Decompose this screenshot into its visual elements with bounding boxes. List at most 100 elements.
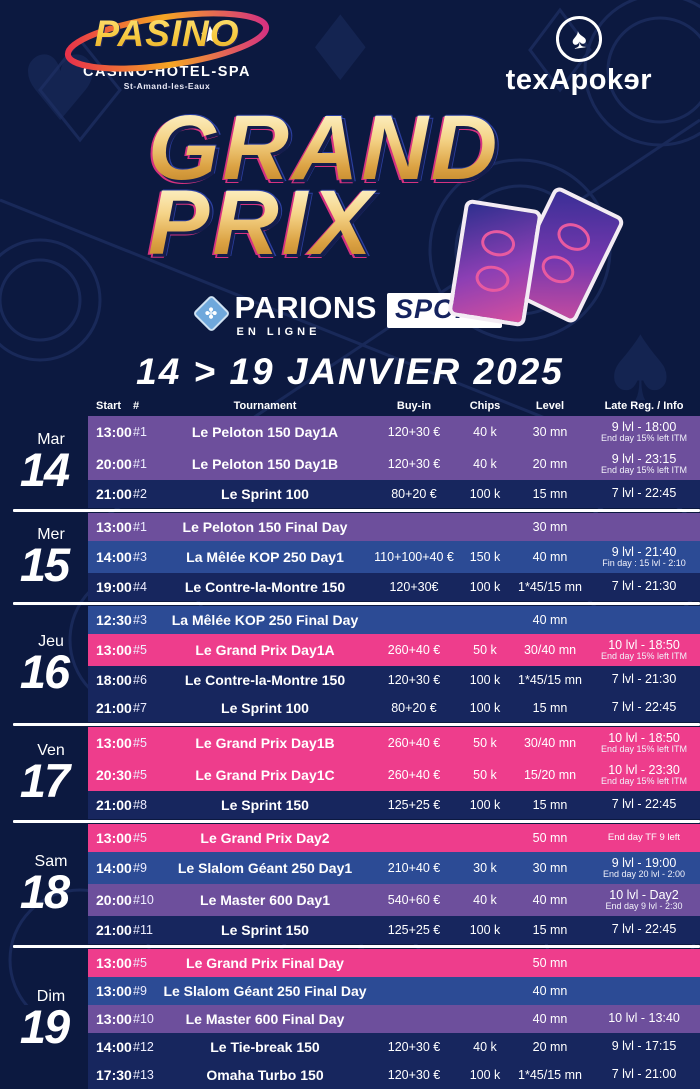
buyin: 110+100+40 € [374,550,454,564]
level: 50 mn [532,831,568,845]
day-rows: 13:00 #5 Le Grand Prix Final Day 50 mn 13:00… [88,949,700,1089]
late-reg-info: 7 lvl - 21:00 [588,1068,700,1081]
day-number: 19 [19,999,70,1053]
late-reg-info: 10 lvl - 23:30 End day 15% left ITM [588,764,700,787]
day-rows: 13:00 #5 Le Grand Prix Day1B 260+40 €50 k 30… [88,727,700,819]
level: 1*45/15 mn [518,580,582,594]
event-number: #2 [133,487,147,501]
tournament-name: La Mêlée KOP 250 Final Day [171,612,359,628]
chips: 100 k [469,673,501,687]
day-block: Mer 15 13:00 #1 Le Peloton 150 Final Day 30 m… [0,513,700,601]
level: 40 mn [532,893,568,907]
day-number: 17 [19,753,70,807]
late-reg-sub: End day 9 lvl - 2:30 [605,900,683,911]
texapoker-name: texApokɘr [505,64,652,96]
title-block: GRAND PRIX [0,102,700,328]
event-number: #10 [133,893,154,907]
table-row: 14:00 #12 Le Tie-break 150 120+30 € 40 k 20 m… [88,1033,700,1061]
event-number: #5 [133,768,147,782]
late-reg-main: 7 lvl - 22:45 [611,487,677,501]
pasino-city: St-Amand-les-Eaux [123,81,211,91]
tournament-name: Le Peloton 150 Final Day [182,519,348,535]
playing-cards-graphic [438,184,626,340]
col-header-latereg: Late Reg. / Info [604,400,684,412]
late-reg-info: 9 lvl - 17:15 [588,1040,700,1053]
chips: 30 k [473,861,497,875]
table-row: 21:00 #11 Le Sprint 150 125+25 € 100 k 15 mn 7… [88,916,700,944]
table-row: 21:00 #8 Le Sprint 150 125+25 € 100 k 15 mn 7 … [88,791,700,819]
event-number: #10 [133,1012,154,1026]
event-number: #5 [133,643,147,657]
event-number: #4 [133,580,147,594]
tournament-name: Le Master 600 Final Day [185,1011,345,1027]
tournament-name: Le Contre-la-Montre 150 [184,579,346,595]
late-reg-info: 10 lvl - 13:40 [588,1012,700,1025]
spade-icon: ♠ [552,13,605,65]
level: 40 mn [532,550,568,564]
buyin: 120+30 € [387,1040,441,1054]
start-time: 20:30 [96,767,132,783]
tournament-name: Le Grand Prix Day1B [195,735,335,751]
start-time: 18:00 [96,672,132,688]
level: 30 mn [532,861,568,875]
chips: 50 k [473,643,497,657]
start-time: 20:00 [96,892,132,908]
table-row: 12:30 #3 La Mêlée KOP 250 Final Day 40 mn [88,606,700,634]
late-reg-info: 10 lvl - Day2 End day 9 lvl - 2:30 [588,889,700,912]
buyin: 260+40 € [387,643,441,657]
level: 40 mn [532,613,568,627]
table-row: 13:00 #9 Le Slalom Géant 250 Final Day 40 m… [88,977,700,1005]
day-name: Jeu [38,632,64,650]
event-number: #9 [133,861,147,875]
tournament-name: Le Contre-la-Montre 150 [184,672,346,688]
day-block: Jeu 16 12:30 #3 La Mêlée KOP 250 Final Day 40… [0,606,700,722]
late-reg-main: 9 lvl - 21:40 [611,545,677,559]
chips: 100 k [469,580,501,594]
event-number: #5 [133,956,147,970]
late-reg-info: 9 lvl - 19:00 End day 20 lvl - 2:00 [588,857,700,880]
tournament-name: Le Sprint 150 [221,922,309,938]
start-time: 17:30 [96,1067,132,1083]
tournament-name: Le Tie-break 150 [210,1039,320,1055]
header: PASINO CASINO-HOTEL-SPA St-Amand-les-Eau… [0,0,700,104]
late-reg-sub: End day 20 lvl - 2:00 [602,868,686,879]
level: 30 mn [532,425,568,439]
late-reg-main: 9 lvl - 18:00 [611,420,677,434]
event-number: #7 [133,701,147,715]
event-number: #5 [133,831,147,845]
buyin: 210+40 € [387,861,441,875]
day-separator [13,723,700,726]
level: 15 mn [532,701,568,715]
chips: 100 k [469,1068,501,1082]
late-reg-main: 7 lvl - 22:45 [611,701,677,715]
late-reg-info: 7 lvl - 21:30 [588,673,700,686]
texapoker-logo: ♠ texApokɘr [506,6,652,97]
day-name: Ven [37,741,65,759]
table-row: 20:00 #1 Le Peloton 150 Day1B 120+30 € 40 k 2… [88,448,700,480]
buyin: 80+20 € [391,701,437,715]
day-label: Jeu 16 [0,606,88,722]
start-time: 14:00 [96,549,132,565]
day-rows: 13:00 #1 Le Peloton 150 Final Day 30 mn 14:0… [88,513,700,601]
start-time: 14:00 [96,860,132,876]
tournament-name: Omaha Turbo 150 [206,1067,324,1083]
chips: 100 k [469,487,501,501]
parions-text: PARIONS [234,290,377,325]
chips: 40 k [473,457,497,471]
event-number: #1 [133,457,147,471]
tournament-name: Le Grand Prix Day2 [200,830,330,846]
event-number: #9 [133,984,147,998]
late-reg-main: 7 lvl - 21:30 [611,580,677,594]
buyin: 120+30 € [387,673,441,687]
table-row: 13:00 #5 Le Grand Prix Day1B 260+40 € 50 k 30… [88,727,700,759]
table-row: 21:00 #7 Le Sprint 100 80+20 € 100 k 15 mn 7 l… [88,694,700,722]
buyin: 540+60 € [387,893,441,907]
col-header-start: Start [96,400,122,412]
late-reg-info: End day TF 9 left [588,833,700,843]
level: 40 mn [532,984,568,998]
late-reg-main: End day TF 9 left [607,833,681,843]
tournament-name: Le Slalom Géant 250 Final Day [163,983,367,999]
event-number: #5 [133,736,147,750]
table-row: 13:00 #1 Le Peloton 150 Day1A 120+30 € 40 k 3… [88,416,700,448]
